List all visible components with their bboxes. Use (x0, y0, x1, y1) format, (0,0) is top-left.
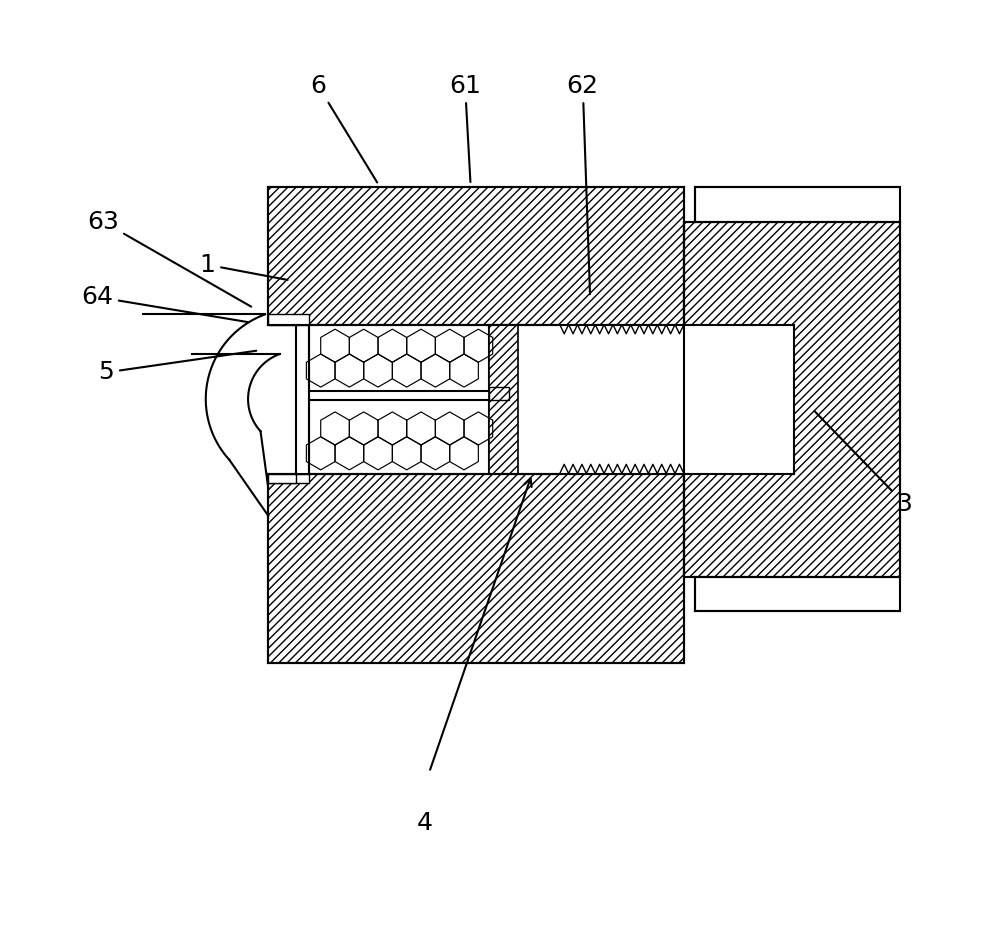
Text: 5: 5 (99, 351, 256, 385)
Text: 63: 63 (87, 210, 251, 307)
Polygon shape (268, 187, 684, 325)
Polygon shape (268, 474, 684, 663)
Text: 62: 62 (567, 73, 599, 294)
Text: 1: 1 (200, 253, 288, 280)
Bar (296, 325, 684, 474)
Polygon shape (268, 314, 309, 325)
Polygon shape (489, 325, 518, 474)
Polygon shape (268, 474, 296, 483)
Polygon shape (296, 325, 309, 474)
Text: 64: 64 (81, 285, 249, 322)
Text: 3: 3 (815, 412, 912, 516)
Polygon shape (695, 577, 900, 611)
Polygon shape (684, 222, 900, 577)
Bar (684, 325, 794, 474)
Text: 4: 4 (417, 811, 433, 835)
Polygon shape (309, 400, 489, 474)
Polygon shape (268, 474, 309, 483)
Polygon shape (309, 325, 489, 390)
Text: 61: 61 (449, 73, 481, 182)
Polygon shape (489, 387, 509, 400)
Text: 6: 6 (310, 73, 377, 182)
Polygon shape (695, 187, 900, 222)
